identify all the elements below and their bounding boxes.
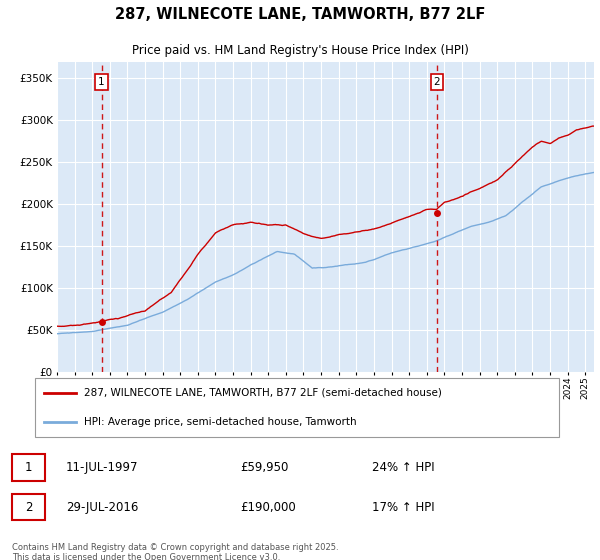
Text: 2: 2: [433, 77, 440, 87]
Text: 2: 2: [25, 501, 32, 514]
Text: 1: 1: [98, 77, 105, 87]
Text: £59,950: £59,950: [240, 461, 289, 474]
Text: Price paid vs. HM Land Registry's House Price Index (HPI): Price paid vs. HM Land Registry's House …: [131, 44, 469, 57]
Text: £190,000: £190,000: [240, 501, 296, 514]
Text: HPI: Average price, semi-detached house, Tamworth: HPI: Average price, semi-detached house,…: [84, 417, 356, 427]
Text: 29-JUL-2016: 29-JUL-2016: [66, 501, 139, 514]
FancyBboxPatch shape: [35, 378, 559, 437]
Text: 287, WILNECOTE LANE, TAMWORTH, B77 2LF: 287, WILNECOTE LANE, TAMWORTH, B77 2LF: [115, 7, 485, 22]
Text: 17% ↑ HPI: 17% ↑ HPI: [372, 501, 434, 514]
FancyBboxPatch shape: [12, 494, 45, 520]
Text: 1: 1: [25, 461, 32, 474]
Text: 24% ↑ HPI: 24% ↑ HPI: [372, 461, 434, 474]
Text: Contains HM Land Registry data © Crown copyright and database right 2025.
This d: Contains HM Land Registry data © Crown c…: [12, 543, 338, 560]
Text: 11-JUL-1997: 11-JUL-1997: [66, 461, 139, 474]
Text: 287, WILNECOTE LANE, TAMWORTH, B77 2LF (semi-detached house): 287, WILNECOTE LANE, TAMWORTH, B77 2LF (…: [84, 388, 442, 398]
FancyBboxPatch shape: [12, 454, 45, 480]
